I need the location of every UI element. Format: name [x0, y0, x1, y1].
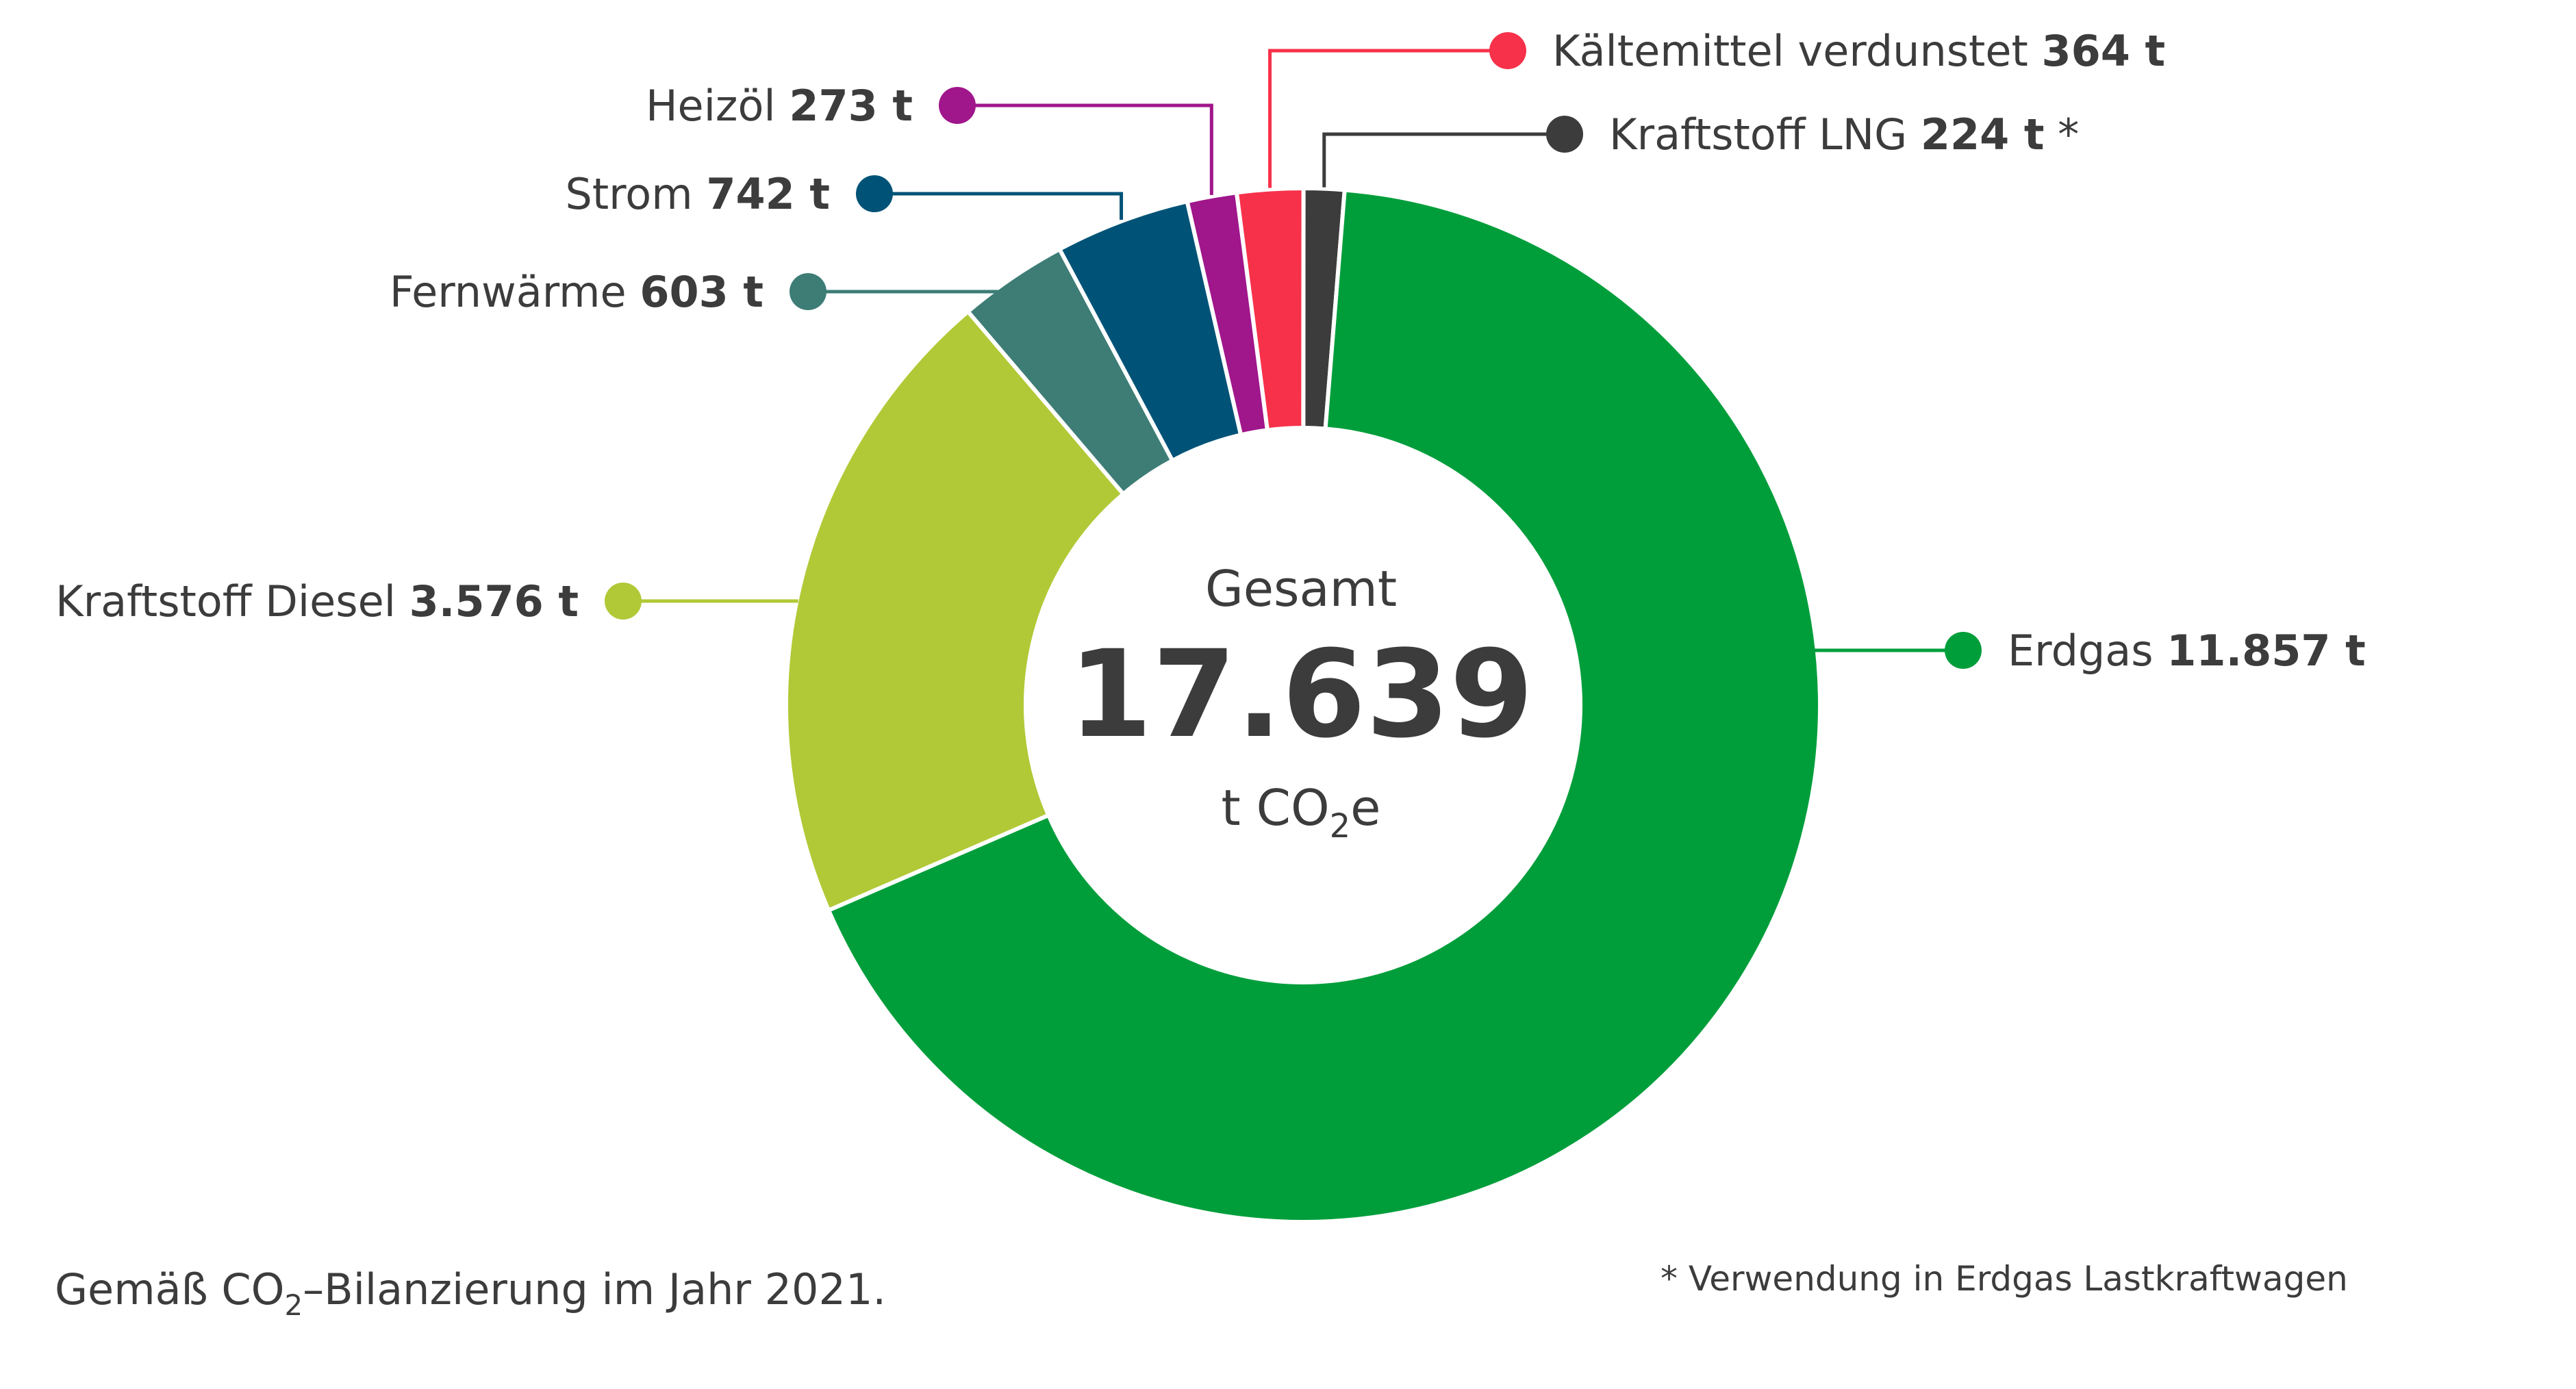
slice-erdgas — [826, 188, 1822, 1224]
slice-label-value: 364 t — [2042, 26, 2166, 76]
slice-label-suffix: * — [2044, 110, 2079, 160]
slice-label: Fernwärme 603 t — [390, 267, 763, 317]
leader-line — [874, 192, 1124, 220]
footnote-asterisk: * Verwendung in Erdgas Lastkraftwagen — [1660, 1259, 2348, 1299]
slice-label-name: Strom — [566, 169, 707, 219]
donut-slices — [784, 186, 1822, 1224]
total-unit: t CO2e — [1222, 779, 1381, 845]
legend-dot — [939, 87, 976, 124]
total-caption: Gesamt — [1205, 560, 1397, 617]
total-unit-suffix: e — [1350, 779, 1380, 837]
total-unit-prefix: t CO — [1222, 779, 1330, 837]
slice-label: Heizöl 273 t — [646, 81, 913, 131]
slice-label-name: Heizöl — [646, 81, 789, 131]
leader-lines — [605, 32, 1982, 669]
slice-label-value: 742 t — [706, 169, 830, 219]
legend-dot — [1546, 116, 1583, 153]
footnote-main-suffix: –Bilanzierung im Jahr 2021. — [303, 1264, 886, 1314]
slice-label: Kraftstoff LNG 224 t * — [1609, 110, 2079, 160]
slice-label: Strom 742 t — [566, 169, 831, 219]
slice-label: Erdgas 11.857 t — [2008, 626, 2366, 676]
legend-dot — [1489, 32, 1526, 69]
footnote-main-subscript: 2 — [284, 1288, 303, 1322]
slice-label-name: Kraftstoff Diesel — [55, 576, 409, 626]
slice-label: Kältemittel verdunstet 364 t — [1552, 26, 2165, 76]
slice-kraftstoff-diesel — [784, 308, 1126, 913]
total-value: 17.639 — [1068, 624, 1533, 765]
slice-label-value: 11.857 t — [2167, 626, 2365, 676]
legend-dot — [790, 273, 826, 310]
slice-label: Kraftstoff Diesel 3.576 t — [55, 576, 579, 626]
leader-line — [1268, 49, 1508, 188]
slice-label-name: Fernwärme — [390, 267, 640, 317]
legend-dot — [605, 583, 642, 620]
footnote-main-prefix: Gemäß CO — [55, 1264, 284, 1314]
slice-label-value: 224 t — [1921, 110, 2045, 160]
footnote-main: Gemäß CO2–Bilanzierung im Jahr 2021. — [55, 1264, 886, 1322]
total-unit-subscript: 2 — [1330, 807, 1351, 845]
slice-label-value: 603 t — [640, 267, 763, 317]
legend-dot — [1945, 632, 1982, 669]
leader-line — [957, 103, 1213, 195]
slice-label-name: Kraftstoff LNG — [1609, 110, 1921, 160]
slice-label-value: 3.576 t — [409, 576, 579, 626]
slice-label-name: Kältemittel verdunstet — [1552, 26, 2042, 76]
slice-label-name: Erdgas — [2008, 626, 2167, 676]
slice-label-value: 273 t — [789, 81, 913, 131]
leader-line — [1322, 132, 1565, 188]
slice-labels: Kraftstoff LNG 224 t * Erdgas 11.857 t Kra… — [55, 26, 2366, 676]
legend-dot — [856, 175, 893, 212]
slice-kältemittel-verdunstet — [1234, 186, 1306, 433]
